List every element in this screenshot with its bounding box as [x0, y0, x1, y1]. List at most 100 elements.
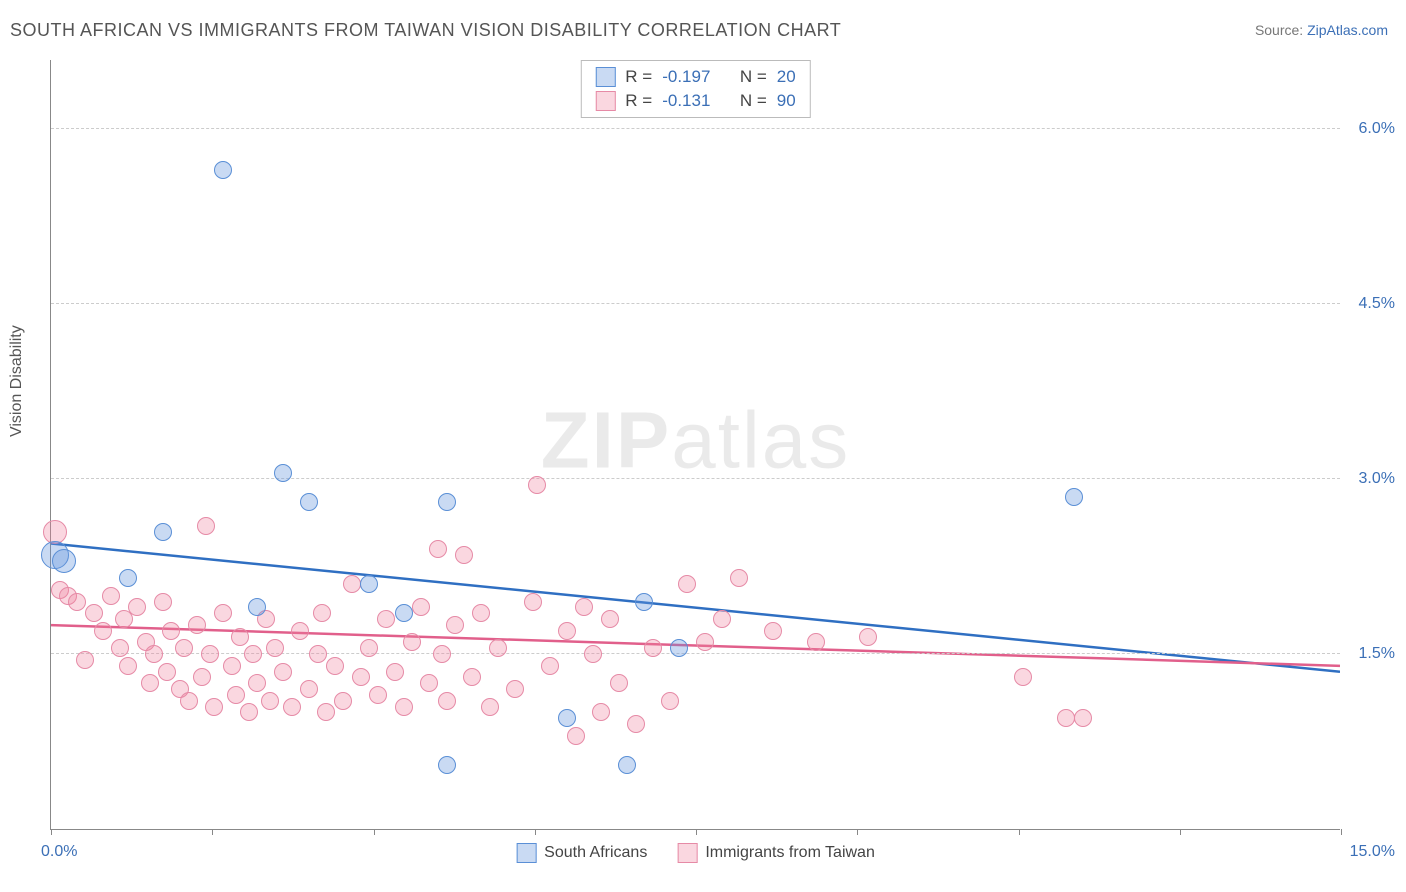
- legend-row-tw: R = -0.131 N = 90: [595, 89, 795, 113]
- data-point-tw: [678, 575, 696, 593]
- data-point-sa: [274, 464, 292, 482]
- data-point-tw: [248, 674, 266, 692]
- data-point-tw: [386, 663, 404, 681]
- data-point-tw: [128, 598, 146, 616]
- data-point-tw: [661, 692, 679, 710]
- y-tick-label: 3.0%: [1359, 470, 1395, 488]
- x-tick-mark: [535, 829, 536, 835]
- source-link[interactable]: ZipAtlas.com: [1307, 22, 1388, 38]
- x-tick-mark: [374, 829, 375, 835]
- chart-container: SOUTH AFRICAN VS IMMIGRANTS FROM TAIWAN …: [0, 0, 1406, 892]
- data-point-tw: [713, 610, 731, 628]
- data-point-tw: [266, 639, 284, 657]
- data-point-tw: [76, 651, 94, 669]
- n-label: N =: [740, 91, 767, 111]
- data-point-tw: [433, 645, 451, 663]
- data-point-tw: [343, 575, 361, 593]
- data-point-sa: [670, 639, 688, 657]
- data-point-tw: [227, 686, 245, 704]
- swatch-tw-icon: [677, 843, 697, 863]
- r-value-tw: -0.131: [662, 91, 710, 111]
- data-point-tw: [403, 633, 421, 651]
- data-point-tw: [197, 517, 215, 535]
- legend-item-tw: Immigrants from Taiwan: [677, 843, 875, 863]
- legend-item-sa: South Africans: [516, 843, 647, 863]
- data-point-tw: [481, 698, 499, 716]
- data-point-tw: [429, 540, 447, 558]
- plot-area: ZIPatlas R = -0.197 N = 20 R = -0.131 N …: [50, 60, 1340, 830]
- data-point-tw: [360, 639, 378, 657]
- data-point-tw: [240, 703, 258, 721]
- y-tick-label: 1.5%: [1359, 645, 1395, 663]
- gridline: [51, 478, 1340, 479]
- x-axis-max-label: 15.0%: [1350, 843, 1395, 861]
- data-point-tw: [141, 674, 159, 692]
- data-point-tw: [158, 663, 176, 681]
- data-point-tw: [223, 657, 241, 675]
- data-point-tw: [231, 628, 249, 646]
- data-point-tw: [283, 698, 301, 716]
- y-tick-label: 6.0%: [1359, 120, 1395, 138]
- data-point-tw: [558, 622, 576, 640]
- x-tick-mark: [857, 829, 858, 835]
- data-point-sa: [119, 569, 137, 587]
- data-point-tw: [807, 633, 825, 651]
- data-point-tw: [291, 622, 309, 640]
- data-point-tw: [334, 692, 352, 710]
- chart-title: SOUTH AFRICAN VS IMMIGRANTS FROM TAIWAN …: [10, 20, 841, 41]
- data-point-sa: [438, 756, 456, 774]
- data-point-tw: [610, 674, 628, 692]
- n-value-sa: 20: [777, 67, 796, 87]
- watermark: ZIPatlas: [541, 394, 850, 486]
- data-point-tw: [524, 593, 542, 611]
- data-point-tw: [352, 668, 370, 686]
- data-point-tw: [377, 610, 395, 628]
- x-axis-min-label: 0.0%: [41, 843, 77, 861]
- data-point-sa: [154, 523, 172, 541]
- data-point-tw: [145, 645, 163, 663]
- data-point-tw: [175, 639, 193, 657]
- data-point-tw: [102, 587, 120, 605]
- data-point-tw: [274, 663, 292, 681]
- swatch-tw: [595, 91, 615, 111]
- n-label: N =: [740, 67, 767, 87]
- data-point-tw: [627, 715, 645, 733]
- gridline: [51, 128, 1340, 129]
- data-point-sa: [214, 161, 232, 179]
- data-point-tw: [261, 692, 279, 710]
- data-point-tw: [420, 674, 438, 692]
- data-point-tw: [584, 645, 602, 663]
- gridline: [51, 303, 1340, 304]
- data-point-tw: [575, 598, 593, 616]
- data-point-tw: [85, 604, 103, 622]
- data-point-tw: [119, 657, 137, 675]
- data-point-tw: [244, 645, 262, 663]
- x-tick-mark: [51, 829, 52, 835]
- data-point-tw: [1014, 668, 1032, 686]
- data-point-tw: [68, 593, 86, 611]
- data-point-sa: [52, 549, 76, 573]
- swatch-sa-icon: [516, 843, 536, 863]
- data-point-tw: [1074, 709, 1092, 727]
- data-point-tw: [180, 692, 198, 710]
- data-point-tw: [764, 622, 782, 640]
- x-tick-mark: [212, 829, 213, 835]
- data-point-sa: [300, 493, 318, 511]
- data-point-tw: [188, 616, 206, 634]
- r-label: R =: [625, 91, 652, 111]
- source-prefix: Source:: [1255, 22, 1307, 38]
- data-point-tw: [446, 616, 464, 634]
- data-point-tw: [463, 668, 481, 686]
- data-point-sa: [1065, 488, 1083, 506]
- data-point-tw: [111, 639, 129, 657]
- data-point-tw: [369, 686, 387, 704]
- data-point-tw: [489, 639, 507, 657]
- data-point-sa: [635, 593, 653, 611]
- y-tick-label: 4.5%: [1359, 295, 1395, 313]
- r-value-sa: -0.197: [662, 67, 710, 87]
- data-point-tw: [696, 633, 714, 651]
- y-axis-label: Vision Disability: [8, 325, 26, 437]
- data-point-tw: [154, 593, 172, 611]
- data-point-tw: [193, 668, 211, 686]
- data-point-tw: [162, 622, 180, 640]
